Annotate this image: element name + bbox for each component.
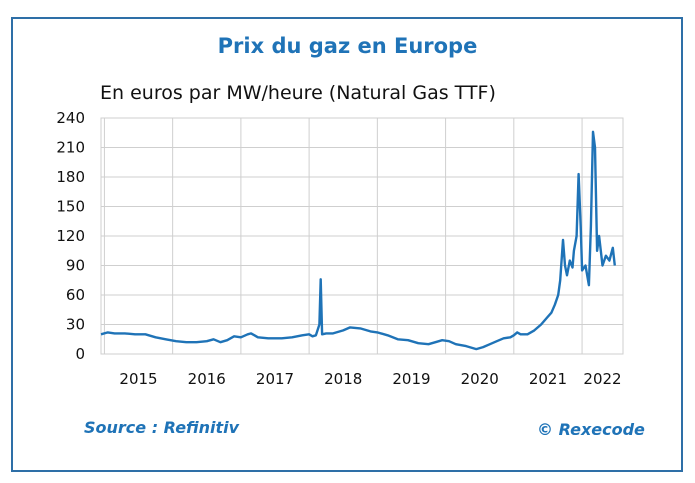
chart-title: Prix du gaz en Europe: [217, 34, 478, 58]
x-axis-ticks: 2015 2016 2017 2018 2019 2020 2021 2022: [119, 370, 621, 388]
chart-frame: [11, 17, 683, 472]
chart-grid: [100, 117, 624, 355]
x-tick-label: 2017: [256, 370, 294, 388]
chart-subtitle: En euros par MW/heure (Natural Gas TTF): [100, 82, 496, 104]
source-label: Source : Refinitiv: [84, 418, 240, 437]
y-tick-label: 180: [56, 168, 85, 186]
x-tick-label: 2022: [583, 370, 621, 388]
y-tick-label: 150: [56, 198, 85, 216]
y-tick-label: 60: [66, 286, 85, 304]
y-tick-label: 210: [56, 139, 85, 157]
y-tick-label: 0: [75, 345, 85, 363]
x-tick-label: 2021: [529, 370, 567, 388]
x-tick-label: 2018: [324, 370, 362, 388]
x-tick-label: 2019: [392, 370, 430, 388]
copyright-label: © Rexecode: [537, 420, 645, 439]
series-line: [100, 130, 616, 351]
y-tick-label: 30: [66, 316, 85, 334]
y-tick-label: 120: [56, 227, 85, 245]
y-tick-label: 240: [56, 109, 85, 127]
x-tick-label: 2015: [119, 370, 157, 388]
y-tick-label: 90: [66, 257, 85, 275]
x-tick-label: 2020: [461, 370, 499, 388]
y-axis-ticks: 0 30 60 90 120 150 180 210 240: [56, 109, 85, 363]
x-tick-label: 2016: [188, 370, 226, 388]
